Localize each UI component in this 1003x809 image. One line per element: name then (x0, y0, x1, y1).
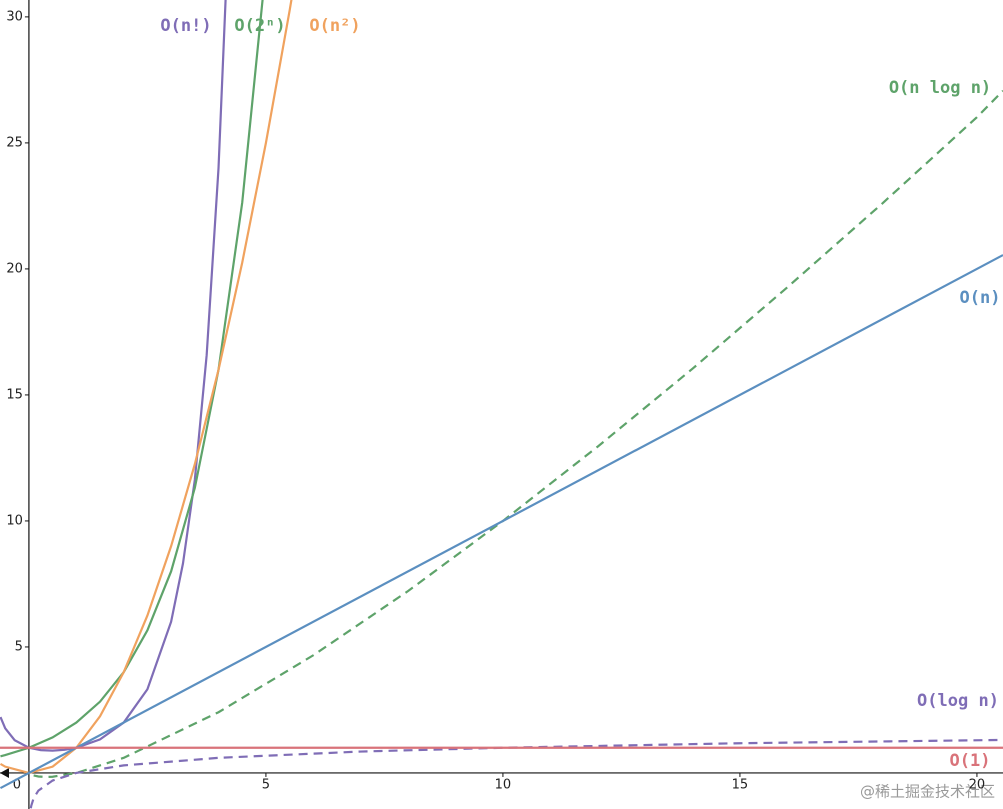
y-tick-label: 25 (6, 135, 23, 150)
y-tick-label: 20 (6, 261, 23, 276)
series-line (0, 254, 1003, 790)
series-line (0, 0, 227, 752)
y-tick-label: 15 (6, 387, 23, 402)
x-tick-label: 5 (262, 777, 270, 792)
watermark: @稀土掘金技术社区 (860, 783, 995, 801)
series-label: O(n) (960, 288, 1001, 308)
y-tick-label: 5 (15, 639, 23, 654)
series-line (0, 0, 293, 775)
series-label: O(log n) (917, 691, 999, 711)
y-tick-label: 30 (6, 9, 23, 24)
series-label: O(1) (950, 751, 991, 771)
series-line (33, 89, 1003, 779)
x-tick-label: 10 (495, 777, 512, 792)
y-tick-label: 10 (6, 513, 23, 528)
axis-arrow (0, 767, 9, 778)
series-label: O(n²) (309, 16, 360, 36)
x-tick-label: 20 (969, 777, 986, 792)
series-label: O(2ⁿ) (234, 16, 285, 36)
series-line (29, 738, 1003, 809)
series-line (0, 0, 264, 758)
x-tick-label: 15 (732, 777, 749, 792)
series-label: O(n!) (160, 16, 211, 36)
x-tick-label: 0 (13, 777, 21, 792)
series-label: O(n log n) (889, 78, 991, 98)
